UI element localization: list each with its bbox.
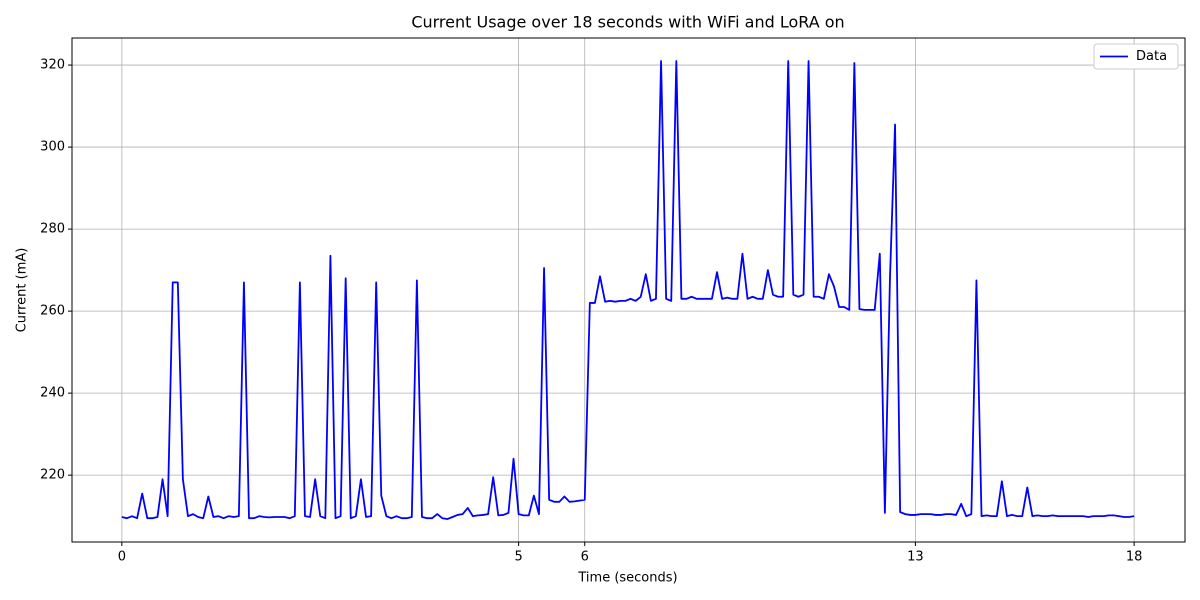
y-tick-label: 280 xyxy=(40,222,65,237)
x-tick-label: 13 xyxy=(907,550,924,565)
y-tick-label: 220 xyxy=(40,468,65,483)
x-axis-label: Time (seconds) xyxy=(577,571,677,586)
legend-label: Data xyxy=(1136,49,1167,64)
chart-title: Current Usage over 18 seconds with WiFi … xyxy=(411,13,844,32)
y-tick-label: 300 xyxy=(40,140,65,155)
y-tick-label: 260 xyxy=(40,304,65,319)
x-tick-label: 6 xyxy=(581,550,589,565)
y-tick-label: 240 xyxy=(40,386,65,401)
legend-box xyxy=(1093,43,1179,70)
plot-frame xyxy=(71,37,1186,543)
x-tick-label: 18 xyxy=(1126,550,1143,565)
y-tick-label: 320 xyxy=(40,58,65,73)
y-axis-label: Current (mA) xyxy=(15,248,30,333)
x-tick-label: 0 xyxy=(118,550,126,565)
data-line xyxy=(121,60,1135,520)
x-tick-label: 5 xyxy=(514,550,522,565)
